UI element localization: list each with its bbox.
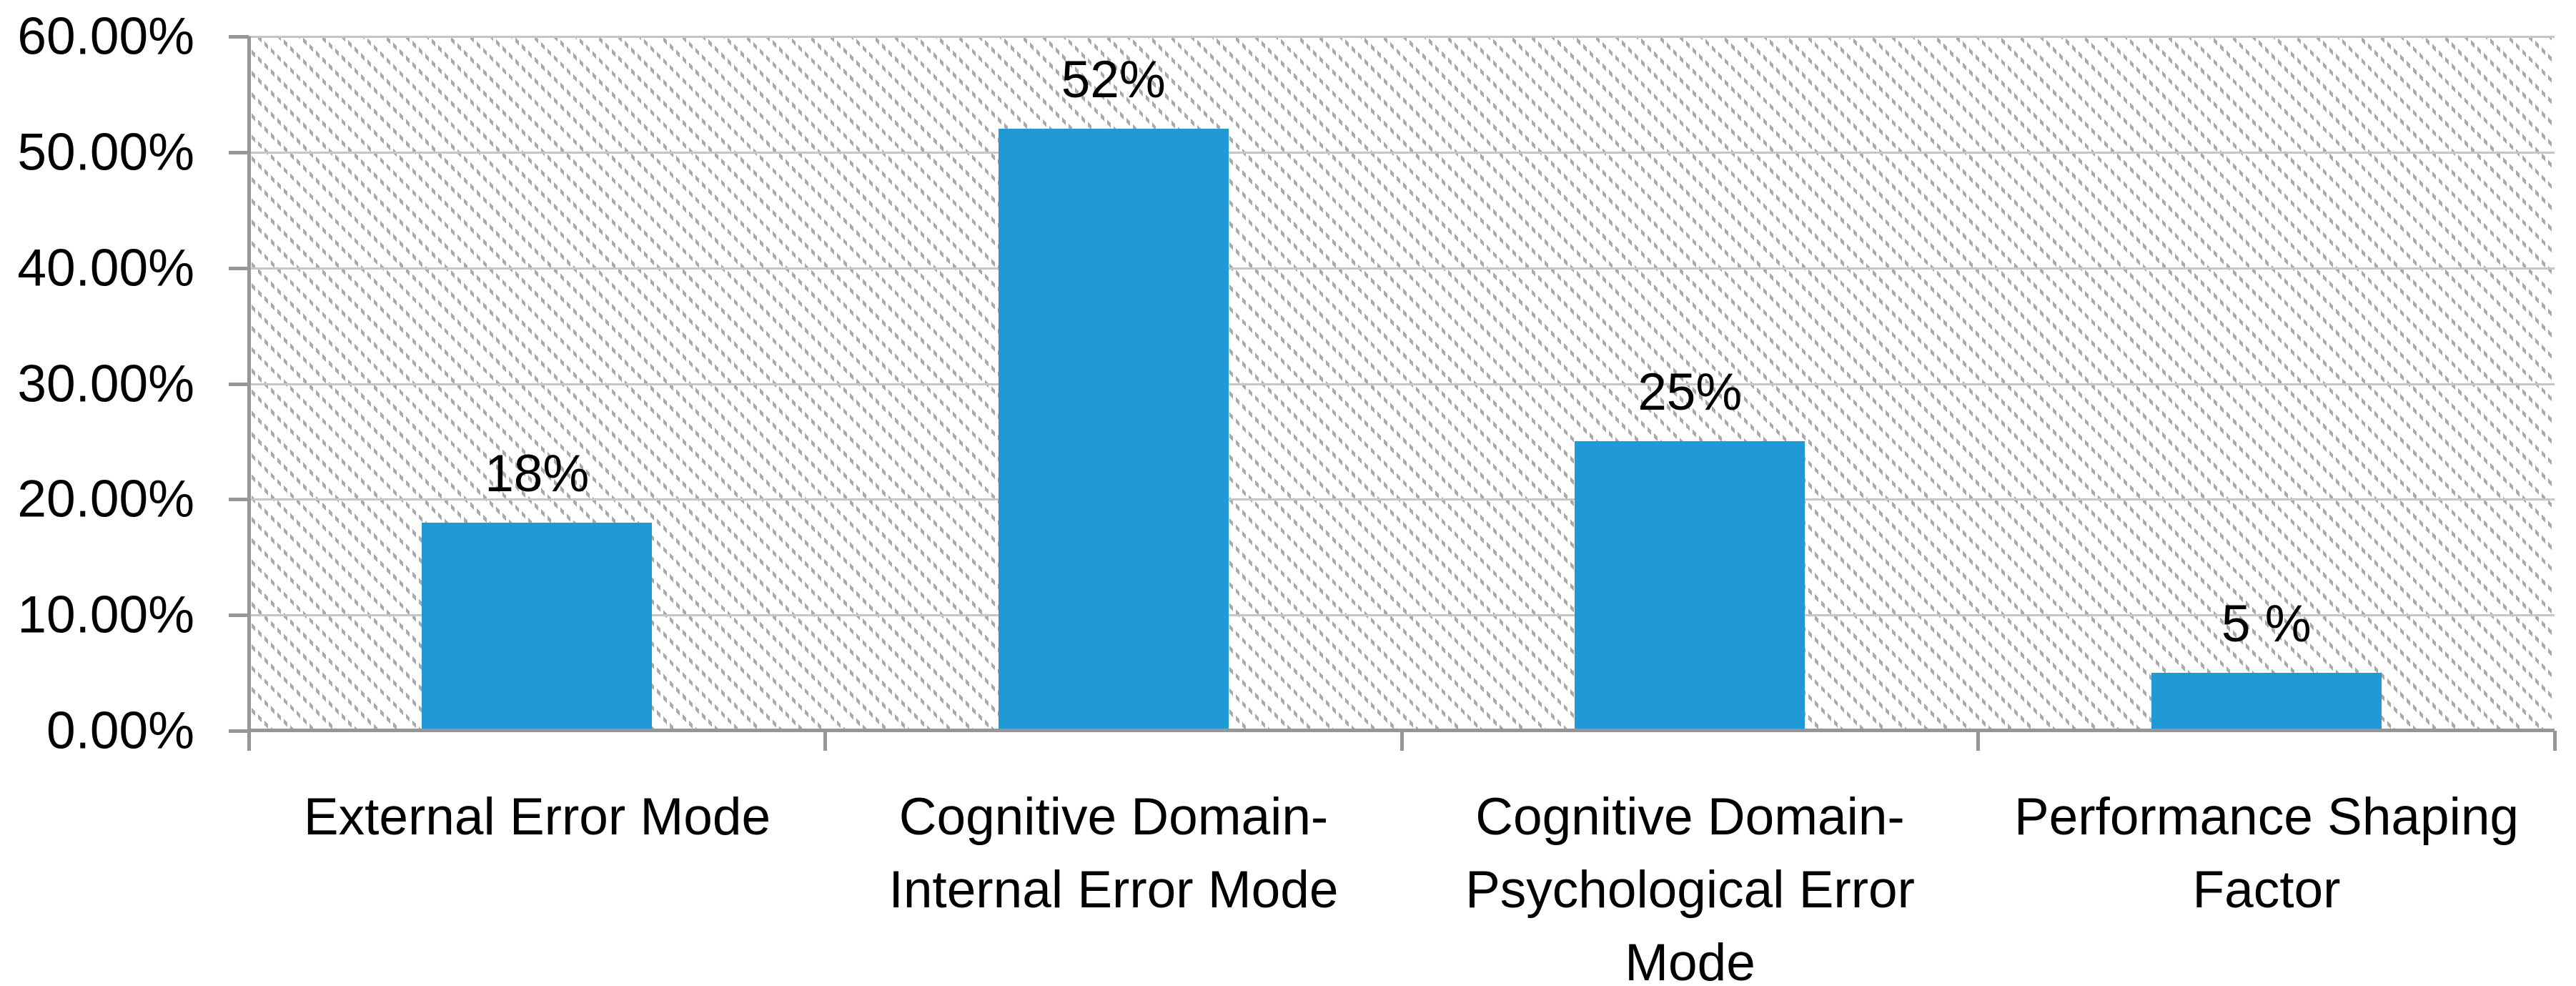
- y-axis-tick-mark: [229, 498, 249, 502]
- x-axis-tick-mark: [823, 731, 827, 751]
- bar-2: [998, 129, 1229, 731]
- x-axis-category-label-line: Factor: [2192, 861, 2341, 919]
- y-axis-tick-label: 10.00%: [17, 586, 194, 644]
- x-axis-category-label-line: Cognitive Domain-: [1475, 788, 1905, 846]
- gridline: [249, 498, 2555, 501]
- x-axis-category-label: Cognitive Domain- Internal Error Mode: [826, 781, 1402, 927]
- bar-data-label: 18%: [485, 444, 590, 503]
- x-axis-line: [249, 729, 2555, 732]
- bar-data-label: 5 %: [2221, 595, 2312, 654]
- y-axis-tick-mark: [229, 729, 249, 733]
- bar-1: [422, 522, 653, 731]
- bar-data-label: 25%: [1638, 363, 1743, 422]
- y-axis-tick-label: 60.00%: [17, 7, 194, 66]
- gridline: [249, 383, 2555, 385]
- y-axis-tick-mark: [229, 382, 249, 386]
- x-axis-tick-mark: [247, 731, 251, 751]
- y-axis-line: [247, 36, 251, 750]
- bar-4: [2151, 673, 2382, 731]
- x-axis-category-label: External Error Mode: [249, 781, 826, 854]
- x-axis-tick-mark: [1976, 731, 1980, 751]
- gridline: [249, 36, 2555, 38]
- gridline: [249, 151, 2555, 154]
- gridline: [249, 267, 2555, 270]
- y-axis-tick-label: 20.00%: [17, 470, 194, 528]
- y-axis-tick-mark: [229, 35, 249, 39]
- y-axis-tick-mark: [229, 150, 249, 154]
- x-axis-category-label-line: Psychological Error: [1465, 861, 1915, 919]
- y-axis-tick-label: 30.00%: [17, 355, 194, 413]
- x-axis-category-label-line: Internal Error Mode: [888, 861, 1339, 919]
- x-axis-category-label: Cognitive Domain- Psychological Error Mode: [1402, 781, 1978, 986]
- bar-3: [1575, 441, 1805, 731]
- x-axis-tick-mark: [1400, 731, 1404, 751]
- y-axis-tick-mark: [229, 266, 249, 270]
- y-axis-tick-label: 40.00%: [17, 239, 194, 297]
- x-axis-category-label-line: Cognitive Domain-: [898, 788, 1329, 846]
- y-axis-tick-label: 50.00%: [17, 123, 194, 182]
- x-axis-category-label: Performance Shaping Factor: [1978, 781, 2555, 927]
- y-axis-tick-label: 0.00%: [46, 701, 194, 760]
- x-axis-tick-mark: [2552, 731, 2557, 751]
- gridline: [249, 614, 2555, 617]
- x-axis-category-label-line: External Error Mode: [303, 788, 771, 846]
- bar-data-label: 52%: [1061, 51, 1166, 109]
- bars-layer: [249, 36, 2555, 731]
- x-axis-category-label-line: Performance Shaping: [2013, 788, 2520, 846]
- y-axis-tick-mark: [229, 613, 249, 618]
- x-axis-category-label-line: Mode: [1625, 934, 1755, 986]
